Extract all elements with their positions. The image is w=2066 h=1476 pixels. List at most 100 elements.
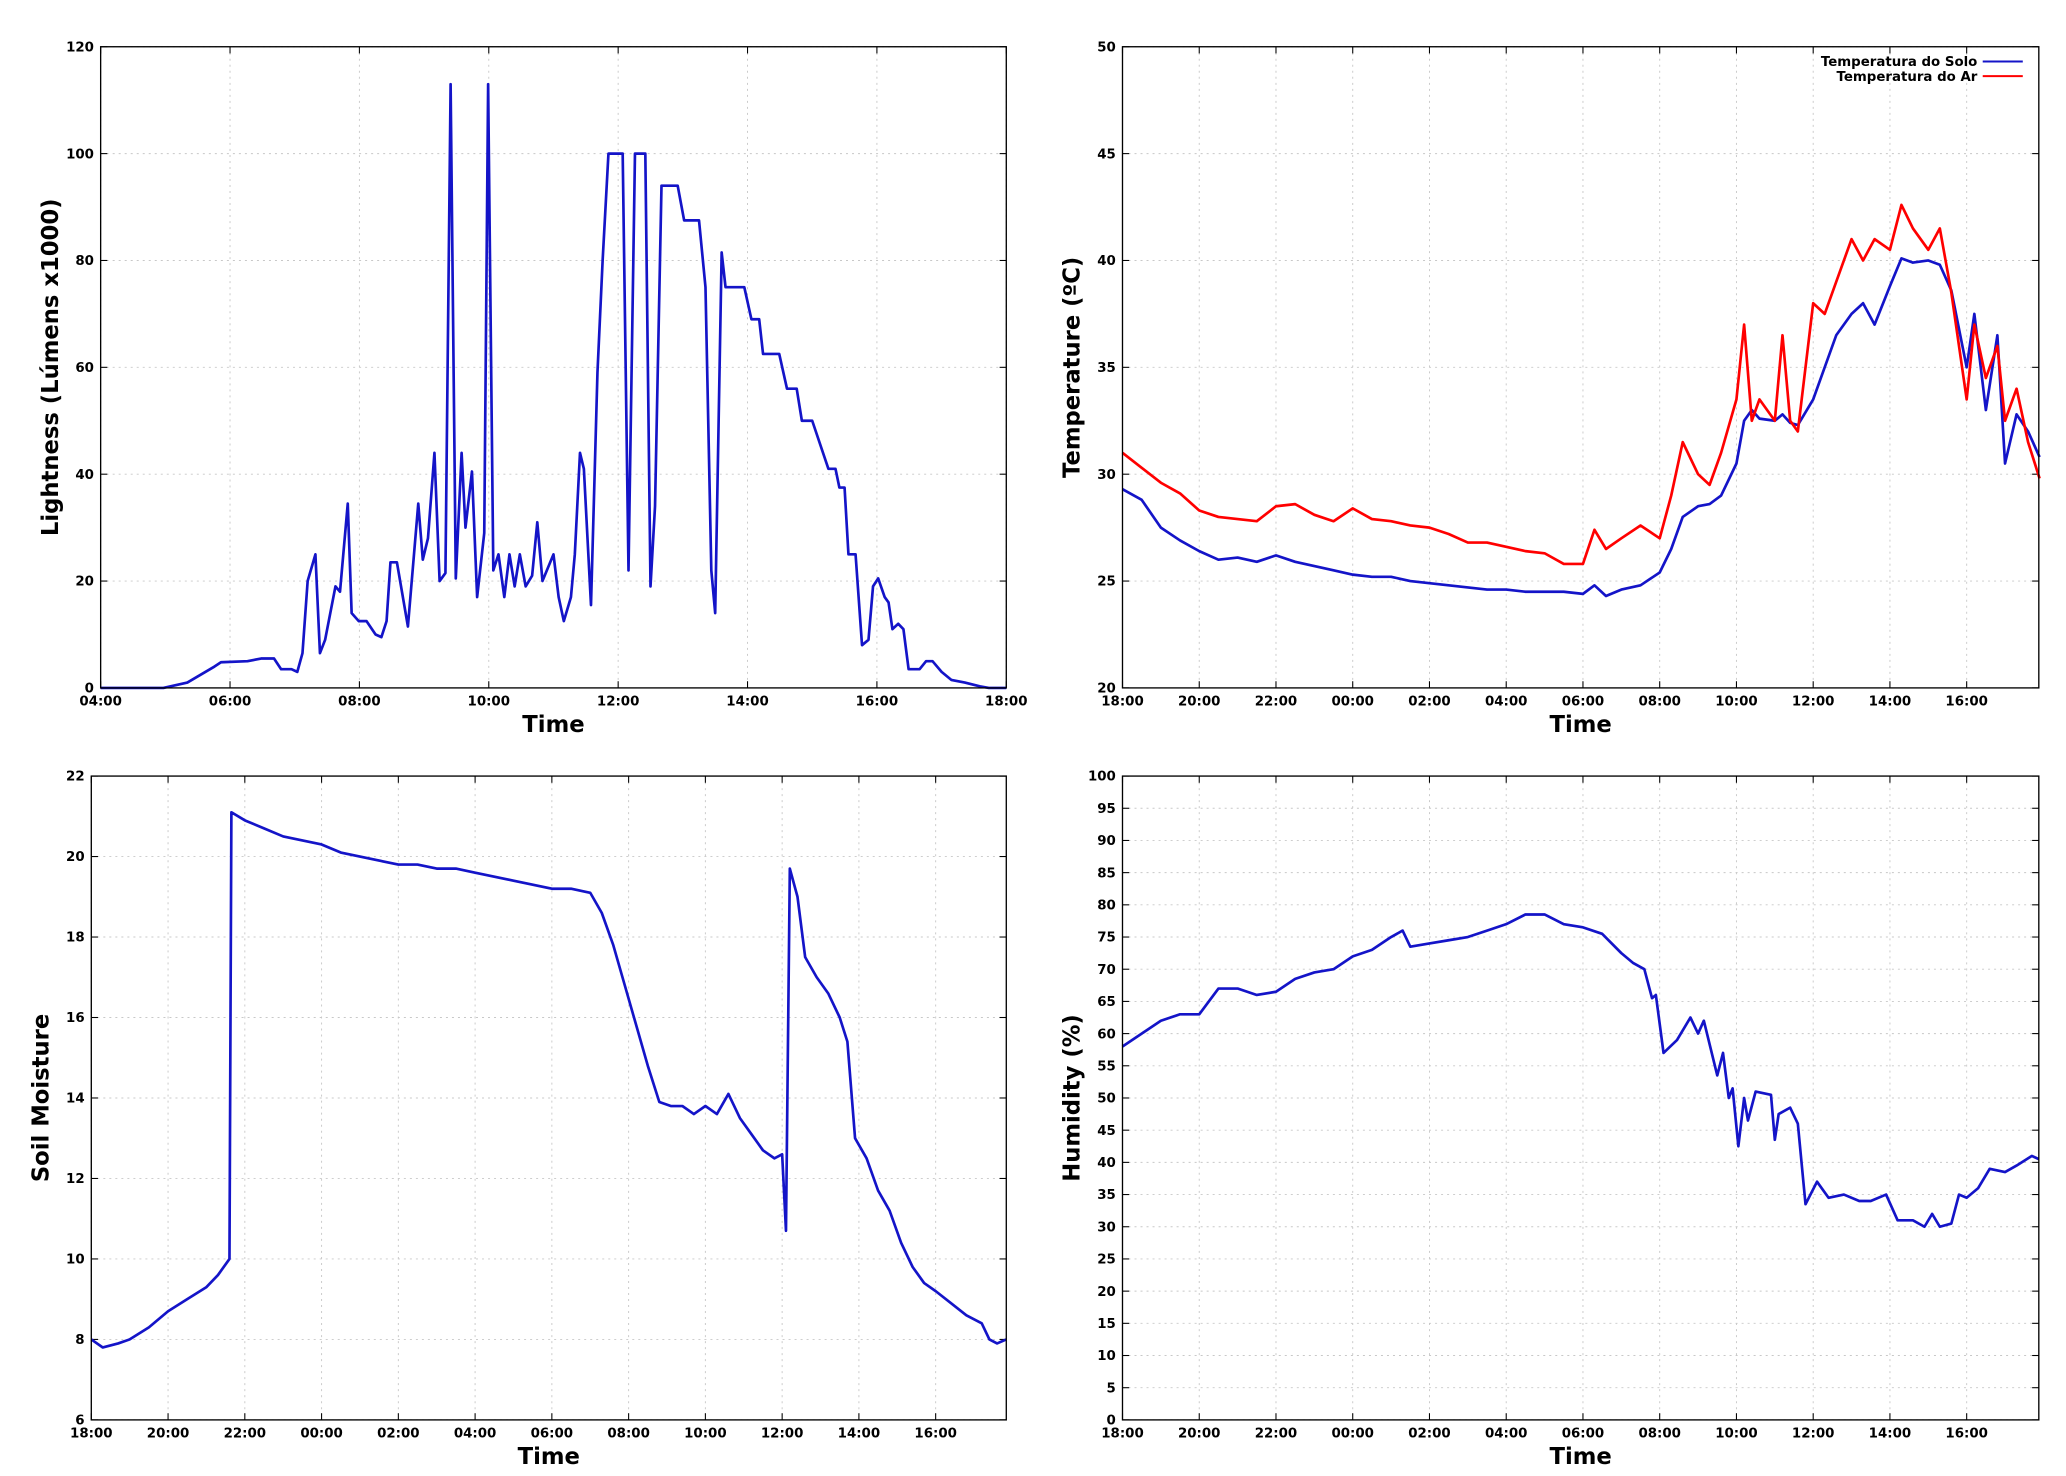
x-tick-label: 12:00 <box>597 694 639 709</box>
y-tick-label: 25 <box>1097 575 1116 590</box>
x-tick-label: 12:00 <box>761 1426 803 1441</box>
y-tick-label: 6 <box>75 1414 84 1429</box>
line-series <box>100 82 1007 690</box>
y-tick-label: 22 <box>66 770 85 785</box>
y-tick-label: 20 <box>1097 1285 1116 1300</box>
y-tick-label: 35 <box>1097 1188 1116 1203</box>
y-tick-label: 30 <box>1097 468 1116 483</box>
x-tick-label: 18:00 <box>70 1426 112 1441</box>
y-tick-label: 80 <box>75 254 94 269</box>
x-tick-label: 10:00 <box>468 694 510 709</box>
x-tick-label: 04:00 <box>454 1426 496 1441</box>
x-tick-label: 20:00 <box>1178 1426 1220 1441</box>
x-tick-label: 08:00 <box>1638 694 1680 709</box>
y-tick-label: 0 <box>85 682 94 697</box>
y-tick-label: 100 <box>66 147 94 162</box>
y-tick-label: 80 <box>1097 899 1116 914</box>
line-series <box>90 810 1007 1349</box>
y-tick-label: 10 <box>66 1253 85 1268</box>
x-tick-label: 10:00 <box>1715 694 1757 709</box>
x-tick-label: 18:00 <box>1101 694 1143 709</box>
y-tick-label: 75 <box>1097 931 1116 946</box>
x-tick-label: 20:00 <box>147 1426 189 1441</box>
y-tick-label: 45 <box>1097 147 1116 162</box>
y-tick-label: 20 <box>66 850 85 865</box>
x-tick-label: 20:00 <box>1178 694 1220 709</box>
x-tick-label: 14:00 <box>1869 694 1911 709</box>
y-axis-label: Temperature (ºC) <box>1060 257 1086 478</box>
x-tick-label: 06:00 <box>1562 1426 1604 1441</box>
plot-frame <box>90 775 1007 1421</box>
y-tick-label: 12 <box>66 1172 85 1187</box>
y-tick-label: 14 <box>66 1092 85 1107</box>
x-tick-label: 16:00 <box>914 1426 956 1441</box>
legend-label: Temperatura do Solo <box>1821 55 1977 70</box>
x-tick-label: 00:00 <box>1331 694 1373 709</box>
x-tick-label: 18:00 <box>985 694 1027 709</box>
x-tick-label: 04:00 <box>79 694 121 709</box>
x-tick-label: 06:00 <box>531 1426 573 1441</box>
plot-frame <box>99 46 1007 689</box>
x-tick-label: 10:00 <box>684 1426 726 1441</box>
x-tick-label: 10:00 <box>1715 1426 1757 1441</box>
x-tick-label: 08:00 <box>338 694 380 709</box>
y-tick-label: 8 <box>75 1333 84 1348</box>
x-tick-label: 14:00 <box>838 1426 880 1441</box>
y-axis-label: Humidity (%) <box>1060 1014 1086 1182</box>
x-tick-label: 00:00 <box>300 1426 342 1441</box>
line-series <box>1121 256 2041 598</box>
legend-label: Temperatura do Ar <box>1837 70 1978 85</box>
y-tick-label: 10 <box>1097 1349 1116 1364</box>
y-tick-label: 25 <box>1097 1253 1116 1268</box>
y-tick-label: 16 <box>66 1011 85 1026</box>
y-tick-label: 45 <box>1097 1124 1116 1139</box>
x-tick-label: 02:00 <box>377 1426 419 1441</box>
y-tick-label: 40 <box>1097 254 1116 269</box>
y-tick-label: 5 <box>1107 1381 1116 1396</box>
y-tick-label: 50 <box>1097 1092 1116 1107</box>
x-tick-label: 02:00 <box>1408 694 1450 709</box>
plot-frame <box>1121 46 2040 689</box>
x-tick-label: 16:00 <box>1945 1426 1987 1441</box>
y-tick-label: 0 <box>1107 1414 1116 1429</box>
y-tick-label: 120 <box>66 40 94 55</box>
y-tick-label: 40 <box>1097 1156 1116 1171</box>
x-tick-label: 06:00 <box>209 694 251 709</box>
x-axis-label: Time <box>518 1444 580 1470</box>
y-tick-label: 100 <box>1088 770 1116 785</box>
y-tick-label: 20 <box>1097 682 1116 697</box>
y-tick-label: 35 <box>1097 361 1116 376</box>
x-axis-label: Time <box>1550 712 1612 738</box>
x-tick-label: 14:00 <box>1869 1426 1911 1441</box>
x-tick-label: 04:00 <box>1485 1426 1527 1441</box>
y-axis-label: Lightness (Lúmens x1000) <box>38 199 64 537</box>
y-tick-label: 55 <box>1097 1059 1116 1074</box>
x-tick-label: 02:00 <box>1408 1426 1450 1441</box>
y-tick-label: 60 <box>1097 1027 1116 1042</box>
y-tick-label: 95 <box>1097 802 1116 817</box>
y-axis-label: Soil Moisture <box>29 1014 55 1182</box>
line-series <box>1121 203 2041 566</box>
x-axis-label: Time <box>522 712 584 738</box>
y-tick-label: 30 <box>1097 1220 1116 1235</box>
x-tick-label: 00:00 <box>1331 1426 1373 1441</box>
x-tick-label: 08:00 <box>1638 1426 1680 1441</box>
y-tick-label: 20 <box>75 575 94 590</box>
line-series <box>1121 913 2040 1229</box>
x-tick-label: 14:00 <box>726 694 768 709</box>
x-tick-label: 22:00 <box>1255 694 1297 709</box>
y-tick-label: 85 <box>1097 866 1116 881</box>
x-tick-label: 22:00 <box>224 1426 266 1441</box>
x-tick-label: 08:00 <box>607 1426 649 1441</box>
plot-frame <box>1121 775 2040 1421</box>
x-tick-label: 12:00 <box>1792 1426 1834 1441</box>
y-tick-label: 50 <box>1097 40 1116 55</box>
y-tick-label: 15 <box>1097 1317 1116 1332</box>
y-tick-label: 60 <box>75 361 94 376</box>
y-tick-label: 70 <box>1097 963 1116 978</box>
y-tick-label: 65 <box>1097 995 1116 1010</box>
x-tick-label: 22:00 <box>1255 1426 1297 1441</box>
x-tick-label: 18:00 <box>1101 1426 1143 1441</box>
